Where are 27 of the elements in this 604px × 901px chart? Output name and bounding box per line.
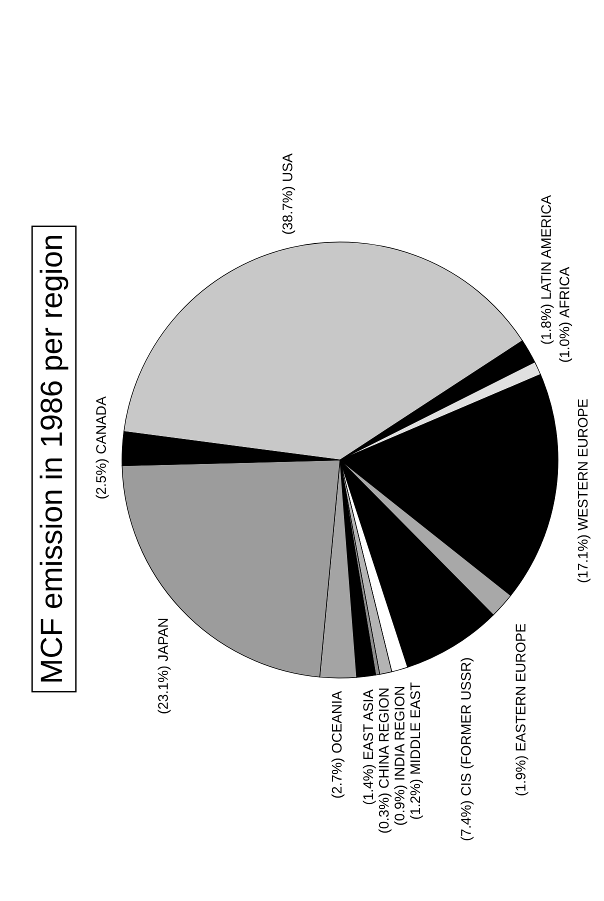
data-label: (1.9%)	[515, 756, 528, 796]
slice-label: EASTERN EUROPE	[516, 624, 526, 750]
data-label: (17.1%)	[577, 535, 590, 582]
data-label: (1.0%)	[559, 322, 572, 362]
data-label: (1.8%)	[540, 304, 554, 344]
slice-label: USA	[282, 153, 292, 181]
slice-label: CANADA	[96, 396, 106, 454]
data-label: (1.4%)	[362, 764, 376, 804]
slice-label: OCEANIA	[332, 690, 342, 753]
slice-label: WESTERN EUROPE	[578, 399, 588, 531]
text: MCF emission in 1986 per region	[40, 236, 68, 682]
data-label: (0.3%)	[378, 794, 392, 833]
slice-label: INDIA REGION	[394, 687, 404, 780]
data-label: (2.5%)	[96, 459, 109, 498]
data-label: (7.4%)	[460, 801, 474, 840]
slice-label: MIDDLE EAST	[410, 682, 420, 774]
slice-label: EAST ASIA	[363, 689, 374, 760]
slice-label: CHINA REGION	[378, 688, 389, 788]
slice-label: JAPAN	[158, 618, 168, 662]
data-label: (2.7%)	[331, 758, 344, 798]
slice-label: AFRICA	[559, 266, 570, 318]
data-label: (23.1%)	[158, 666, 171, 714]
slice-label: CIS (FORMER USSR)	[460, 658, 474, 796]
slice-label: LATIN AMERICA	[541, 195, 551, 299]
data-label: (38.7%)	[282, 186, 296, 234]
data-label: (1.2%)	[410, 780, 423, 819]
data-label: (0.9%)	[394, 786, 408, 825]
